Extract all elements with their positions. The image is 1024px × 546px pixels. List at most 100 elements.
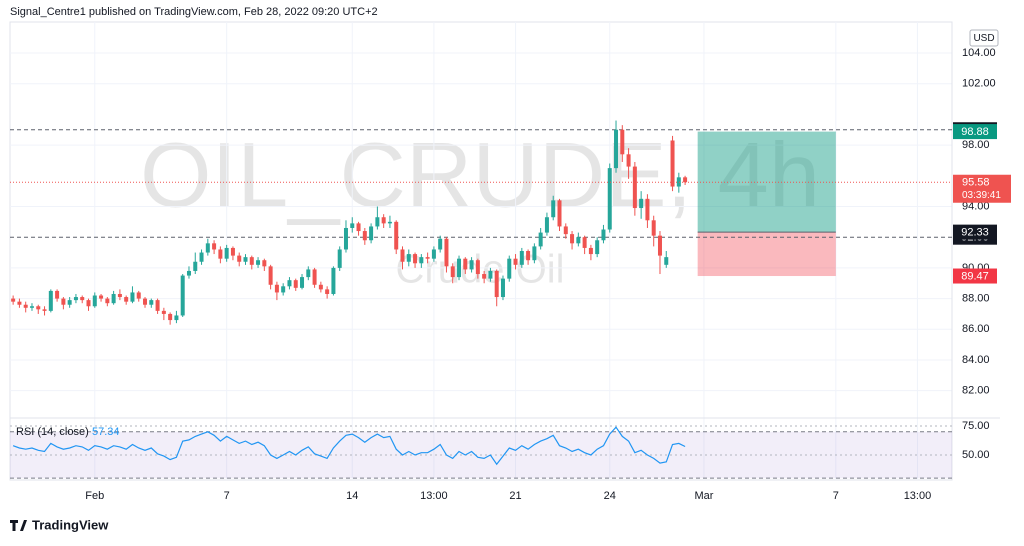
candle-body: [488, 270, 493, 279]
rsi-value: 57.34: [92, 426, 120, 438]
candle-body: [607, 168, 612, 230]
candle-body: [224, 247, 229, 259]
last-price-label: 95.58: [962, 177, 990, 189]
candle-body: [576, 237, 581, 244]
candle-body: [268, 266, 273, 285]
footer-brand: TradingView: [32, 517, 109, 532]
candle-body: [632, 166, 637, 209]
candle-body: [526, 251, 531, 261]
candle-body: [117, 293, 122, 298]
candle-body: [149, 300, 154, 305]
candle-body: [243, 257, 248, 262]
y-tick-label: 94.00: [962, 200, 990, 212]
watermark-symbol: OIL_CRUDE, 4h: [140, 124, 820, 226]
candle-body: [381, 217, 386, 224]
entry-label: 92.33: [961, 227, 989, 239]
candle-body: [494, 270, 499, 298]
candle-body: [645, 198, 650, 221]
header: Signal_Centre1 published on TradingView.…: [10, 6, 378, 18]
rsi-tick-label: 50.00: [962, 449, 990, 461]
last-price-box: [953, 174, 1011, 203]
candle-body: [532, 246, 537, 261]
candle-body: [601, 229, 606, 241]
candle-body: [186, 270, 191, 276]
x-tick-label: 13:00: [420, 490, 448, 502]
candle-body: [73, 297, 78, 301]
candle-body: [519, 251, 524, 265]
rsi-tick-label: 75.00: [962, 420, 990, 432]
rsi-label: RSI (14, close): [16, 426, 89, 438]
candle-body: [676, 177, 681, 187]
candle-body: [375, 217, 380, 227]
candle-body: [42, 309, 47, 311]
candle-body: [174, 315, 179, 321]
candle-body: [343, 227, 348, 250]
candle-body: [563, 226, 568, 235]
candle-body: [475, 260, 480, 275]
candle-body: [331, 267, 336, 294]
candle-body: [482, 274, 487, 279]
candle-body: [274, 284, 279, 293]
candle-body: [318, 284, 323, 290]
candle-body: [124, 297, 129, 302]
candle-body: [570, 234, 575, 244]
candle-body: [670, 140, 675, 187]
y-tick-label: 82.00: [962, 385, 990, 397]
x-tick-label: 14: [346, 490, 358, 502]
candle-body: [356, 223, 361, 232]
x-tick-label: Mar: [694, 490, 713, 502]
candle-body: [639, 198, 644, 209]
x-tick-label: 13:00: [904, 490, 932, 502]
candle-body: [544, 217, 549, 233]
candle-body: [394, 221, 399, 250]
x-tick-label: 7: [224, 490, 230, 502]
candle-body: [444, 238, 449, 267]
candle-body: [80, 297, 85, 301]
candle-body: [29, 306, 34, 308]
candle-body: [105, 298, 110, 304]
candle-body: [431, 249, 436, 259]
candle-body: [168, 313, 173, 321]
candle-body: [538, 232, 543, 247]
entry-label-box: [953, 224, 997, 240]
x-tick-label: 21: [509, 490, 521, 502]
candle-body: [143, 298, 148, 305]
plot-frame: [9, 21, 953, 481]
candle-body: [419, 257, 424, 264]
candle-body: [312, 269, 317, 285]
countdown: 03:39:41: [962, 190, 1001, 201]
y-tick-label: 104.00: [962, 47, 996, 59]
candle-body: [99, 295, 104, 299]
candle-body: [457, 258, 462, 278]
candle-body: [595, 240, 600, 255]
candle-body: [588, 247, 593, 255]
stop-loss-zone: [697, 232, 836, 277]
candle-body: [657, 235, 662, 256]
x-tick-label: 24: [604, 490, 616, 502]
x-tick-label: Feb: [85, 490, 104, 502]
candle-body: [614, 129, 619, 169]
candle-body: [651, 220, 656, 236]
currency-box: [969, 29, 999, 47]
candle-body: [500, 278, 505, 298]
take-profit-label: 98.88: [961, 126, 989, 138]
candle-body: [626, 154, 631, 167]
candle-body: [362, 231, 367, 241]
y-tick-label: 86.00: [962, 323, 990, 335]
candle-body: [136, 292, 141, 299]
rsi-line: [12, 426, 686, 466]
candle-body: [287, 280, 292, 287]
candle-body: [450, 266, 455, 278]
stop-loss-label: 89.47: [961, 270, 989, 282]
candle-body: [425, 257, 430, 259]
y-tick-label: 84.00: [962, 354, 990, 366]
candle-body: [55, 290, 60, 299]
candle-body: [199, 252, 204, 262]
y-tick-label: 88.00: [962, 292, 990, 304]
candle-body: [230, 247, 235, 256]
stop-loss-label-box: [953, 268, 997, 284]
candle-body: [683, 177, 688, 183]
candle-body: [205, 243, 210, 253]
candle-body: [111, 293, 116, 304]
